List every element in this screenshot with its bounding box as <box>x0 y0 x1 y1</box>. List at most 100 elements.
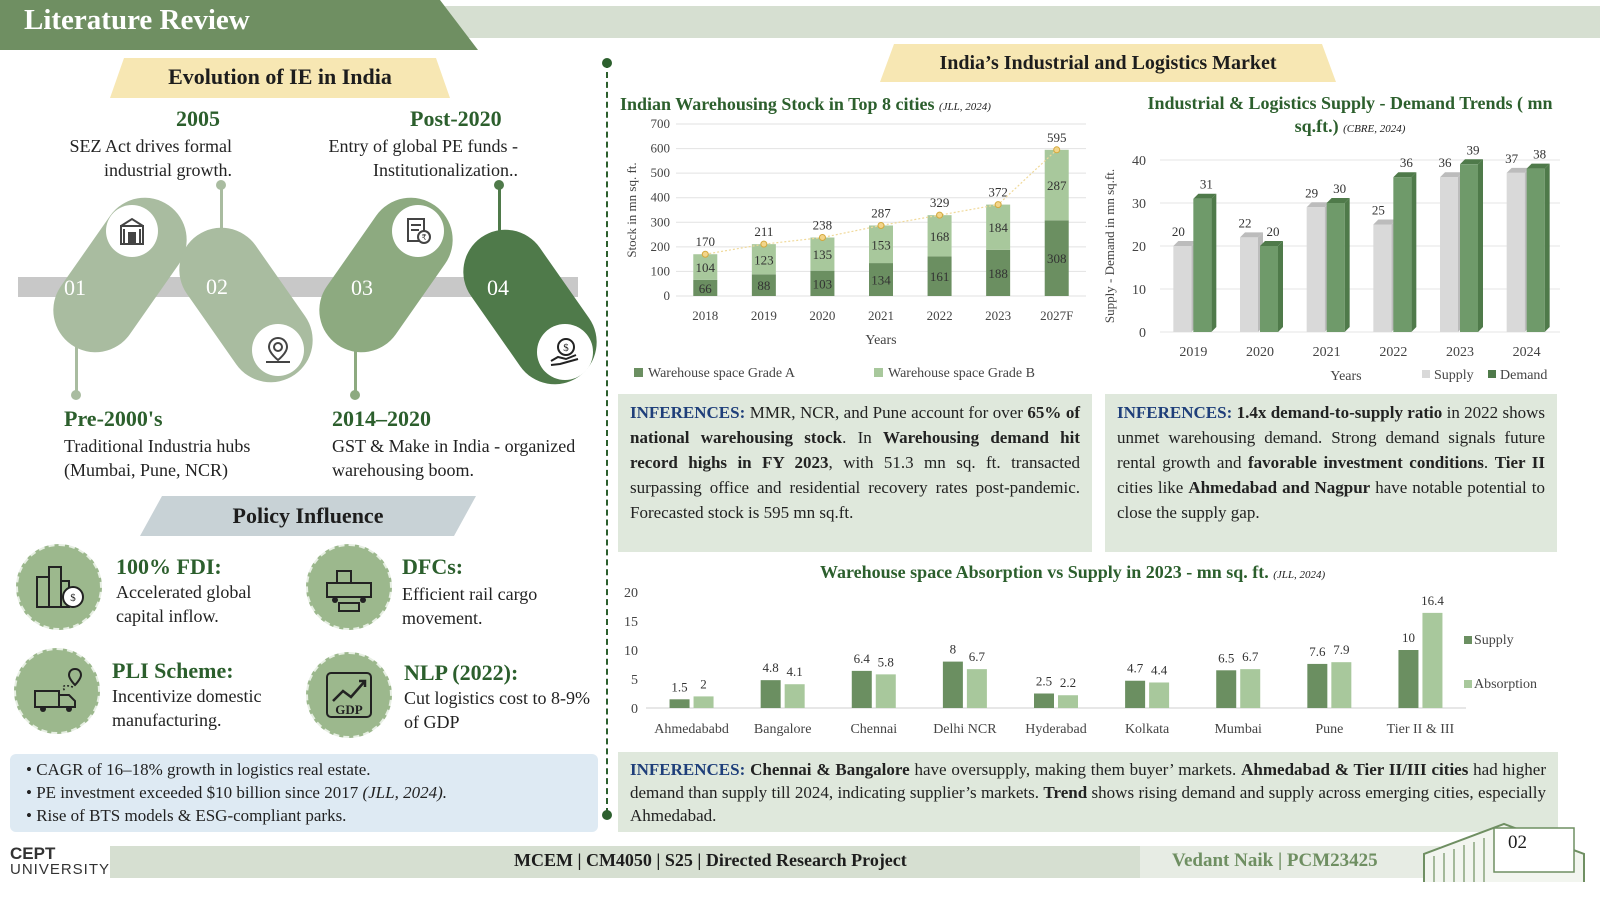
chart2-title: Industrial & Logistics Supply - Demand T… <box>1130 92 1570 141</box>
x-tick-label: Kolkata <box>1125 722 1170 737</box>
data-label: 31 <box>1200 177 1213 192</box>
bar-absorption <box>966 669 987 708</box>
bullet-item: • PE investment exceeded $10 billion sin… <box>26 783 447 802</box>
bullet-item: • CAGR of 16–18% growth in logistics rea… <box>26 760 371 779</box>
freight-train-icon <box>306 544 392 630</box>
data-label: 20 <box>1267 224 1280 239</box>
year-2005: 2005 <box>176 106 220 131</box>
bar-grade-b <box>986 204 1011 250</box>
bar-absorption <box>1331 662 1352 708</box>
y-tick-label: 0 <box>631 702 638 717</box>
bar-supply <box>1125 680 1146 708</box>
bar-grade-a <box>693 279 718 296</box>
timeline-dot-03 <box>350 390 360 400</box>
footer-bar <box>110 846 1160 878</box>
bar-grade-b <box>810 237 835 271</box>
legend-label: Warehouse space Grade A <box>648 366 796 381</box>
desc-post-2020: Entry of global PE funds - Institutional… <box>328 136 518 180</box>
bar-top <box>1173 241 1197 246</box>
x-tick-label: 2020 <box>1246 345 1274 360</box>
x-tick-label: 2020 <box>809 308 835 323</box>
bar-demand <box>1326 203 1345 332</box>
timeline-stem-01 <box>75 318 78 394</box>
data-label: 103 <box>813 276 833 291</box>
x-tick-label: Bangalore <box>754 722 812 737</box>
bullet-cite: (JLL, 2024). <box>362 783 447 802</box>
y-axis-label: Stock in mn sq. ft. <box>624 162 639 257</box>
inf1-text: MMR, NCR, and Pune account for over <box>745 403 1028 422</box>
bar-demand <box>1393 177 1412 332</box>
chart3-cite: (JLL, 2024) <box>1273 569 1326 581</box>
divider-dot-top <box>602 58 612 68</box>
inference-label: INFERENCES: <box>630 760 746 779</box>
x-tick-label: 2027F <box>1040 308 1073 323</box>
bar-side <box>1544 163 1550 332</box>
data-label: 287 <box>1047 178 1067 193</box>
y-tick-label: 20 <box>1132 240 1146 255</box>
desc-2014-2020: GST & Make in India - organized warehous… <box>332 436 576 480</box>
y-tick-label: 0 <box>664 288 671 303</box>
x-tick-label: Delhi NCR <box>933 722 997 737</box>
bar-top <box>1373 219 1397 225</box>
bar-side <box>1278 241 1283 332</box>
total-marker <box>877 221 885 229</box>
total-label: 238 <box>813 218 833 233</box>
chart3-title: Warehouse space Absorption vs Supply in … <box>820 562 1325 583</box>
bar-grade-b <box>927 215 952 257</box>
y-tick-label: 5 <box>631 673 638 688</box>
bar-grade-b <box>869 225 893 264</box>
chart3-title-text: Warehouse space Absorption vs Supply in … <box>820 562 1269 582</box>
total-marker <box>760 240 768 248</box>
year-post-2020: Post-2020 <box>410 106 502 131</box>
data-label: 104 <box>696 260 716 275</box>
location-badge-icon <box>252 324 304 376</box>
warehouse-icon <box>1423 822 1585 882</box>
data-label: 308 <box>1047 251 1067 266</box>
data-label: 22 <box>1239 215 1252 230</box>
inf2-text: have notable potential to close the supp… <box>1117 478 1545 522</box>
svg-text:₹: ₹ <box>421 233 426 242</box>
bar-supply <box>1307 663 1328 708</box>
bar-supply <box>942 661 963 708</box>
y-tick-label: 400 <box>651 190 671 205</box>
bar-grade-a <box>927 256 952 296</box>
timeline-stem-04 <box>498 186 501 232</box>
y-tick-label: 300 <box>651 214 671 229</box>
y-tick-label: 700 <box>651 116 671 131</box>
inference-label: INFERENCES: <box>1117 403 1233 422</box>
x-tick-label: 2021 <box>868 308 894 323</box>
bar-demand <box>1526 168 1545 332</box>
data-label: 2.2 <box>1060 675 1076 690</box>
total-label: 170 <box>696 234 716 249</box>
cept-logo: CEPT UNIVERSITY <box>10 844 110 878</box>
bullet-text-bts: Rise of BTS models & ESG-compliant parks… <box>36 806 347 825</box>
x-tick-label: 2022 <box>927 308 953 323</box>
year-pre-2000: Pre-2000's <box>64 406 163 431</box>
timeline-num-04: 04 <box>487 275 509 300</box>
divider-dot-bottom <box>602 810 612 820</box>
bar-top <box>1460 159 1483 165</box>
inference-box-stock: INFERENCES: MMR, NCR, and Pune account f… <box>618 394 1092 552</box>
policy-pli-title: PLI Scheme: <box>112 658 234 683</box>
bar-demand <box>1193 198 1212 332</box>
total-marker <box>994 201 1002 209</box>
logo-line1: CEPT <box>10 844 56 863</box>
bar-supply <box>1034 693 1054 708</box>
bar-grade-a <box>751 274 776 296</box>
timeline-num-02: 02 <box>206 274 228 299</box>
policy-fdi-title: 100% FDI: <box>116 554 222 579</box>
inf3-text: had higher demand than supply till 2024,… <box>630 760 1546 802</box>
total-label: 372 <box>988 185 1008 200</box>
inf1-text: . In <box>842 428 884 447</box>
data-label: 4.8 <box>763 660 779 675</box>
bar-supply <box>1216 670 1237 708</box>
bar-side <box>1478 159 1483 332</box>
data-label: 7.6 <box>1309 644 1326 659</box>
bar-absorption <box>784 684 805 708</box>
data-label: 2.5 <box>1036 674 1052 689</box>
bar-absorption <box>875 674 896 708</box>
bar-top <box>1306 202 1330 208</box>
bar-supply <box>1506 172 1525 332</box>
bar-demand <box>1260 246 1278 332</box>
data-label: 153 <box>871 237 891 252</box>
